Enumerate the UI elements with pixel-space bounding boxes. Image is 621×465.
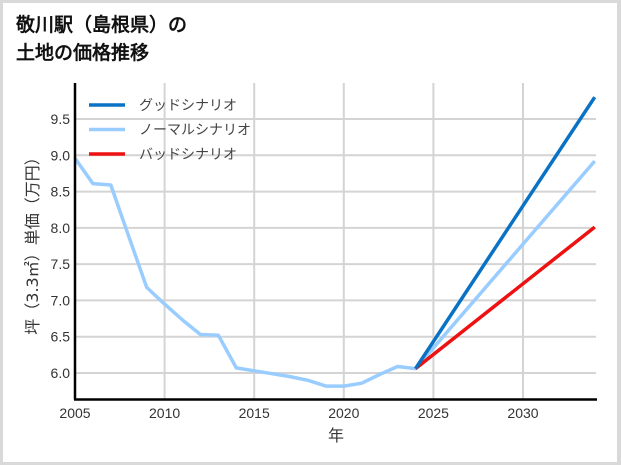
x-tick-label: 2015 xyxy=(239,405,270,421)
x-axis-label: 年 xyxy=(328,426,344,445)
x-tick-label: 2010 xyxy=(149,405,180,421)
y-tick-label: 9.0 xyxy=(51,147,71,163)
chart-card: 敬川駅（島根県）の 土地の価格推移 xyxy=(3,3,617,462)
y-tick-label: 9.5 xyxy=(51,111,71,127)
series-lines xyxy=(75,96,596,388)
y-tick-label: 8.0 xyxy=(51,220,71,236)
series-line-2 xyxy=(414,225,596,370)
y-tick-label: 8.5 xyxy=(51,184,71,200)
chart-title: 敬川駅（島根県）の 土地の価格推移 xyxy=(16,14,188,64)
y-tick-label: 6.0 xyxy=(51,365,71,381)
x-tick-label: 2025 xyxy=(418,405,449,421)
x-tick-labels: 2005 2010 2015 2020 2025 2030 xyxy=(59,405,538,421)
y-tick-label: 7.0 xyxy=(51,292,71,308)
x-tick-label: 2005 xyxy=(59,405,90,421)
legend-label: グッドシナリオ xyxy=(139,98,237,114)
y-tick-label: 7.5 xyxy=(51,256,71,272)
x-tick-label: 2020 xyxy=(328,405,359,421)
series-line-0 xyxy=(414,96,596,370)
y-axis-label: 坪（3.3㎡）単価（万円） xyxy=(23,149,42,334)
series-line-1 xyxy=(75,157,596,388)
y-tick-labels: 6.0 6.5 7.0 7.5 8.0 8.5 9.0 9.5 xyxy=(51,111,71,381)
legend-label: バッドシナリオ xyxy=(139,147,237,163)
x-tick-label: 2030 xyxy=(507,405,538,421)
legend-label: ノーマルシナリオ xyxy=(139,123,251,139)
axes xyxy=(73,83,597,401)
y-tick-label: 6.5 xyxy=(51,329,71,345)
